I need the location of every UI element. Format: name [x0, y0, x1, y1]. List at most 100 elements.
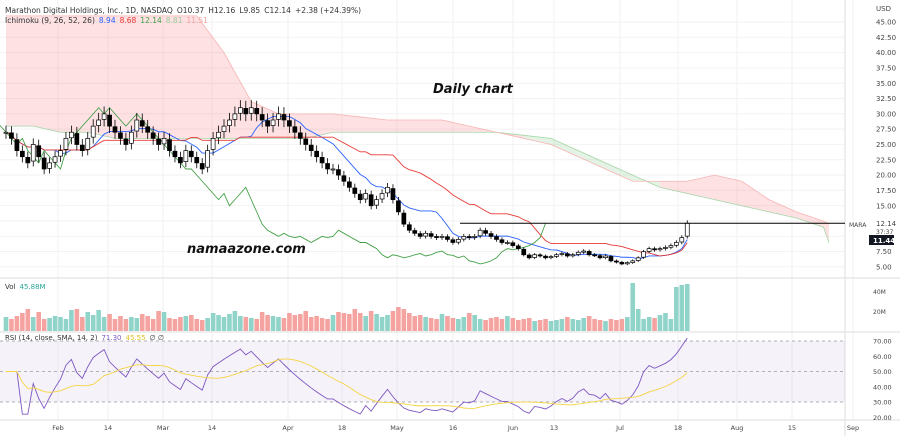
candle: [657, 248, 663, 251]
candle: [270, 119, 276, 126]
volume-bar: [183, 316, 189, 331]
rsi-value: 71.30: [101, 334, 122, 342]
ichimoku-cloud-segment: [305, 113, 333, 139]
candle: [352, 187, 358, 194]
candle: [156, 138, 161, 145]
candle: [684, 222, 690, 237]
ohlc-close: C12.14: [264, 6, 291, 15]
candle: [586, 251, 592, 256]
volume-bar: [259, 312, 265, 331]
candle: [575, 251, 581, 255]
candle: [445, 236, 450, 240]
volume-bar: [292, 315, 298, 331]
price-axis-tick: 22.50: [876, 156, 896, 164]
price-axis-tick: 15.00: [876, 202, 896, 210]
candle: [210, 138, 216, 150]
candle: [194, 157, 200, 164]
candle: [357, 193, 363, 200]
volume-bar: [254, 319, 259, 331]
candle: [461, 236, 467, 240]
ichimoku-value: 11.51: [186, 16, 208, 25]
volume-bar: [189, 315, 194, 331]
ichimoku-cloud-segment: [115, 15, 143, 139]
volume-bar: [603, 321, 608, 331]
ichimoku-cloud-segment: [6, 15, 34, 127]
candle: [423, 232, 428, 237]
ichimoku-cloud-segment: [714, 175, 742, 206]
volume-bar: [505, 316, 510, 331]
price-axis-tick: 35.00: [876, 80, 896, 88]
price-axis-tick: 30.00: [876, 110, 896, 118]
volume-bar: [194, 319, 200, 331]
volume-bar: [47, 318, 52, 331]
candle: [341, 175, 347, 182]
candle: [570, 254, 576, 257]
rsi-legend[interactable]: RSI (14, close, SMA, 14, 2) 71.30 45.55 ∅ ∅: [5, 334, 168, 342]
ichimoku-cloud-segment: [687, 175, 715, 200]
candle: [123, 138, 129, 145]
volume-bar: [385, 315, 390, 331]
volume-bar: [330, 315, 336, 331]
candle: [248, 107, 254, 114]
candle: [385, 187, 390, 194]
candle: [205, 150, 210, 168]
volume-bar: [3, 317, 9, 331]
candle: [297, 132, 303, 139]
candle: [581, 250, 587, 253]
volume-bar: [510, 318, 516, 331]
price-axis-tick: 17.50: [876, 187, 896, 195]
candle: [14, 139, 20, 151]
candle: [663, 247, 668, 249]
candle: [597, 255, 603, 259]
ichimoku-cloud-segment: [224, 52, 252, 139]
volume-bar: [139, 314, 145, 331]
volume-bar: [298, 314, 303, 331]
volume-bar: [210, 313, 216, 331]
ohlc-change: +2.38 (+24.39%): [294, 6, 362, 15]
price-axis-tick: 42.50: [876, 34, 896, 42]
candle: [564, 253, 570, 257]
volume-value: 45.88M: [19, 283, 46, 291]
ichimoku-value: 12.14: [140, 16, 162, 25]
volume-bar: [565, 317, 570, 331]
candle: [47, 162, 52, 169]
candle: [505, 242, 510, 244]
candle: [227, 119, 232, 126]
volume-legend[interactable]: Vol 45.88M: [5, 283, 50, 291]
candle: [281, 114, 287, 121]
time-axis-tick: Aug: [731, 424, 744, 432]
volume-bar: [172, 319, 178, 331]
candle: [276, 113, 281, 120]
volume-bar: [357, 313, 363, 331]
candle: [25, 157, 31, 164]
volume-bar: [156, 311, 161, 331]
volume-bar: [554, 320, 559, 331]
candle: [20, 150, 25, 158]
volume-bar: [314, 316, 319, 331]
volume-bar: [635, 309, 641, 331]
volume-bar: [80, 317, 85, 331]
candle: [363, 193, 369, 200]
candle: [652, 248, 657, 251]
volume-bar: [428, 318, 434, 331]
ichimoku-legend[interactable]: Ichimoku (9, 26, 52, 26) 8.94 8.68 12.14 8.8…: [5, 16, 212, 25]
price-axis-tick: 37.50: [876, 64, 896, 72]
candle: [608, 256, 614, 262]
candle: [41, 157, 47, 170]
volume-bar: [488, 318, 494, 331]
price-axis-tick: 32.50: [876, 95, 896, 103]
candle: [624, 262, 630, 265]
ichimoku-cloud-segment: [142, 15, 170, 139]
candle: [129, 131, 134, 144]
price-axis-unit: USD: [876, 5, 891, 13]
volume-bar: [58, 317, 63, 331]
volume-bar: [232, 311, 238, 331]
candle: [374, 199, 379, 206]
candle: [292, 126, 298, 133]
rsi-axis-tick: 60.00: [873, 353, 892, 361]
volume-bar: [652, 318, 657, 331]
candle: [178, 157, 183, 164]
candle: [456, 239, 461, 243]
rsi-extra: ∅ ∅: [149, 334, 164, 342]
